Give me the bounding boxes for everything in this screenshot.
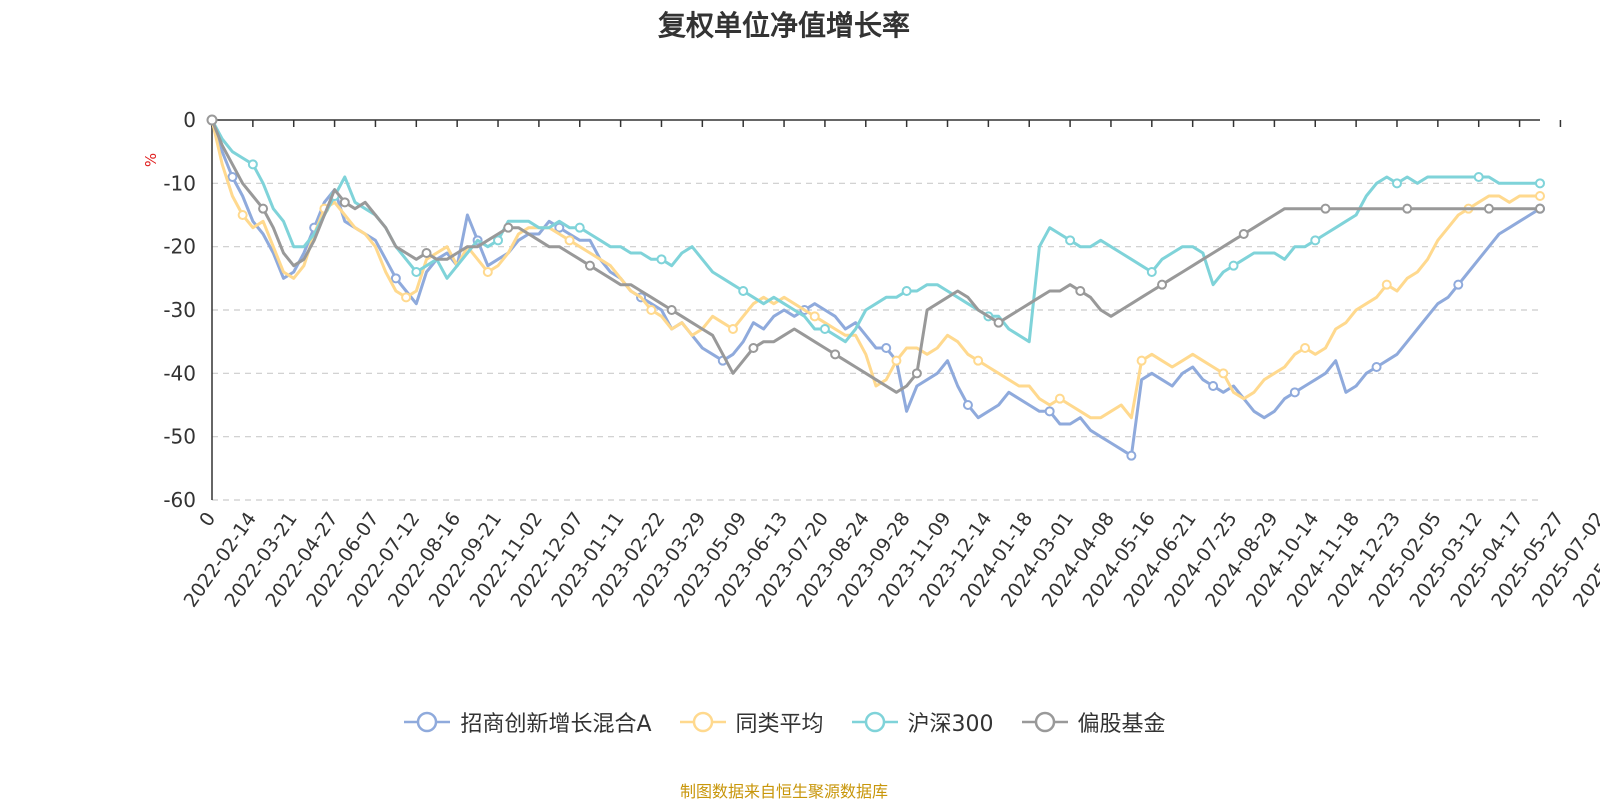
data-point — [1136, 355, 1147, 366]
legend-label: 招商创新增长混合A — [460, 712, 652, 737]
axes — [211, 119, 1562, 500]
data-point — [1075, 286, 1086, 296]
x-tick-label: 0 — [195, 508, 220, 531]
series-line — [210, 119, 1540, 394]
data-point — [339, 197, 350, 208]
data-point — [1208, 381, 1219, 391]
data-point — [1289, 387, 1300, 398]
legend-marker-icon — [679, 711, 726, 733]
grid-lines — [212, 182, 1540, 501]
series-line — [210, 119, 1541, 458]
data-point — [1065, 235, 1076, 246]
series-line — [210, 119, 1540, 344]
y-tick-label: -50 — [163, 425, 196, 449]
data-point — [1535, 178, 1545, 189]
y-axis-label: % — [142, 153, 160, 167]
series-lines — [206, 114, 1545, 461]
chart-title: 复权单位净值增长率 — [657, 9, 910, 42]
data-point — [911, 368, 922, 379]
data-point — [1473, 172, 1484, 182]
data-point — [503, 222, 514, 233]
data-point — [1238, 229, 1249, 239]
data-point — [1320, 203, 1331, 214]
data-point — [1535, 203, 1545, 214]
data-point — [1157, 279, 1168, 290]
data-point — [584, 260, 595, 271]
data-point — [1044, 406, 1055, 417]
legend-item[interactable]: 沪深300 — [850, 706, 994, 738]
data-point — [748, 343, 759, 353]
data-point — [666, 305, 677, 315]
data-point — [206, 114, 218, 126]
data-point — [881, 343, 892, 353]
data-point — [1483, 203, 1494, 214]
data-point — [738, 286, 749, 296]
data-point — [830, 349, 841, 360]
data-point — [574, 222, 585, 233]
legend: 招商创新增长混合A 同类平均 沪深300 偏股基金 — [0, 706, 1568, 738]
data-point — [656, 254, 667, 265]
data-point — [1054, 393, 1065, 404]
data-point — [554, 222, 565, 233]
legend-marker-icon — [404, 711, 451, 733]
data-point — [973, 355, 984, 366]
data-point — [493, 235, 504, 246]
y-tick-label: -10 — [163, 171, 196, 195]
data-point — [1300, 343, 1311, 353]
legend-item[interactable]: 同类平均 — [678, 706, 824, 738]
data-point — [564, 235, 575, 246]
y-tick-label: -40 — [163, 361, 196, 385]
data-point — [1126, 450, 1137, 461]
data-point — [1453, 279, 1464, 290]
legend-marker-icon — [851, 711, 898, 733]
series-line — [210, 119, 1540, 420]
y-tick-label: -60 — [163, 488, 196, 512]
legend-item[interactable]: 偏股基金 — [1020, 706, 1166, 738]
data-point — [1228, 260, 1239, 271]
y-tick-label: -30 — [163, 298, 196, 322]
source-note: 制图数据来自恒生聚源数据库 — [679, 782, 888, 801]
data-point — [727, 324, 738, 334]
data-point — [1371, 362, 1382, 372]
legend-label: 沪深300 — [907, 712, 994, 737]
legend-label: 偏股基金 — [1077, 712, 1166, 737]
data-point — [962, 400, 973, 410]
legend-label: 同类平均 — [735, 712, 824, 737]
legend-item[interactable]: 招商创新增长混合A — [402, 706, 652, 738]
data-point — [1391, 178, 1402, 189]
data-point — [1381, 279, 1392, 290]
data-point — [1310, 235, 1321, 246]
data-point — [421, 248, 432, 258]
data-point — [1146, 267, 1157, 277]
data-point — [247, 159, 258, 170]
data-point — [237, 210, 248, 220]
y-tick-label: -20 — [163, 235, 196, 259]
data-point — [227, 172, 238, 182]
data-point — [819, 324, 830, 334]
data-point — [1218, 368, 1229, 379]
legend-marker-icon — [1021, 711, 1068, 733]
data-point — [1535, 191, 1545, 201]
data-point — [401, 292, 412, 303]
data-point — [901, 286, 912, 296]
data-point — [646, 305, 657, 315]
data-point — [258, 203, 269, 214]
y-tick-label: 0 — [183, 108, 196, 132]
data-point — [993, 317, 1004, 328]
data-point — [411, 267, 422, 277]
data-point — [482, 267, 493, 277]
data-point — [809, 311, 820, 322]
data-point — [891, 355, 902, 366]
data-point — [1402, 203, 1413, 214]
data-point — [390, 273, 401, 284]
